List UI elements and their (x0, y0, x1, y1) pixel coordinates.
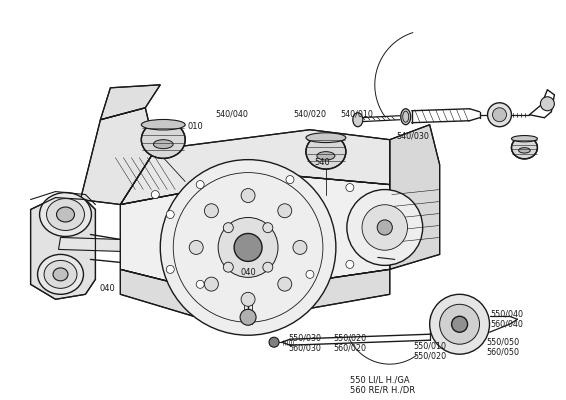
Text: 550/020
560/020: 550/020 560/020 (333, 333, 366, 353)
Circle shape (430, 294, 490, 354)
Text: 540/040: 540/040 (216, 110, 248, 119)
Ellipse shape (518, 148, 530, 153)
Ellipse shape (53, 268, 68, 281)
Polygon shape (121, 174, 390, 294)
Circle shape (224, 262, 233, 272)
Ellipse shape (37, 254, 83, 294)
Circle shape (541, 97, 554, 111)
Circle shape (487, 103, 512, 127)
Text: 540/010: 540/010 (340, 110, 373, 119)
Ellipse shape (317, 152, 335, 160)
Ellipse shape (142, 121, 185, 158)
Circle shape (241, 292, 255, 306)
Polygon shape (58, 238, 121, 252)
Text: 550/050
560/050: 550/050 560/050 (486, 337, 520, 357)
Ellipse shape (142, 120, 185, 130)
Polygon shape (31, 198, 96, 299)
Circle shape (218, 218, 278, 277)
Ellipse shape (306, 134, 346, 169)
Circle shape (286, 176, 294, 184)
Circle shape (306, 270, 314, 278)
Circle shape (440, 304, 479, 344)
Polygon shape (390, 125, 440, 269)
Circle shape (166, 265, 174, 273)
Polygon shape (100, 85, 160, 120)
Circle shape (224, 223, 233, 233)
Circle shape (189, 240, 203, 254)
Circle shape (362, 205, 408, 250)
Circle shape (151, 190, 159, 198)
Ellipse shape (401, 109, 411, 125)
Text: 550/010
550/020: 550/010 550/020 (413, 341, 446, 361)
Circle shape (346, 260, 354, 268)
Ellipse shape (46, 198, 84, 230)
Circle shape (492, 108, 507, 122)
Text: 540/020: 540/020 (294, 110, 327, 119)
Text: 540/030: 540/030 (396, 132, 429, 141)
Text: 040: 040 (100, 284, 115, 293)
Ellipse shape (512, 136, 537, 142)
Ellipse shape (40, 192, 92, 236)
Circle shape (241, 188, 255, 202)
Circle shape (196, 280, 204, 288)
Polygon shape (121, 130, 390, 204)
Circle shape (160, 160, 336, 335)
Circle shape (269, 337, 279, 347)
Circle shape (196, 180, 204, 188)
Text: 550/030
560/030: 550/030 560/030 (288, 333, 321, 353)
Circle shape (204, 277, 218, 291)
Text: 540: 540 (315, 158, 331, 167)
Polygon shape (121, 269, 390, 324)
Circle shape (166, 210, 174, 218)
Circle shape (452, 316, 468, 332)
Ellipse shape (512, 136, 537, 159)
Circle shape (346, 184, 354, 192)
Circle shape (234, 234, 262, 261)
Text: 040: 040 (241, 268, 256, 277)
Text: 550/040
560/040: 550/040 560/040 (491, 309, 524, 329)
Circle shape (347, 190, 423, 265)
Ellipse shape (306, 133, 346, 142)
Circle shape (278, 204, 291, 218)
Circle shape (263, 223, 273, 233)
Circle shape (263, 262, 273, 272)
Polygon shape (80, 108, 155, 204)
Ellipse shape (44, 260, 77, 288)
Circle shape (293, 240, 307, 254)
Circle shape (240, 309, 256, 325)
Circle shape (377, 220, 392, 235)
Ellipse shape (353, 113, 363, 127)
Circle shape (278, 277, 291, 291)
Ellipse shape (57, 207, 75, 222)
Ellipse shape (153, 140, 173, 149)
Text: 010: 010 (187, 122, 203, 131)
Circle shape (204, 204, 218, 218)
Text: 550 LI/L H./GA
560 RE/R H./DR: 550 LI/L H./GA 560 RE/R H./DR (350, 375, 415, 394)
